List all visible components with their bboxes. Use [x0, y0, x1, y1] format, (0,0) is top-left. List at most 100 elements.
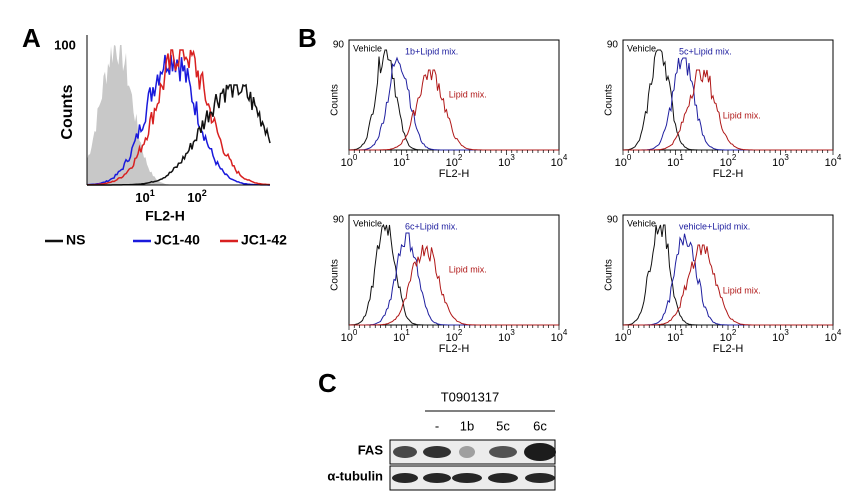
curve-label: Vehicle	[353, 218, 382, 228]
text-part: 4	[837, 328, 842, 337]
text-part: 0	[627, 328, 632, 337]
y-tick-label: 90	[607, 215, 619, 226]
text-part: 10	[720, 332, 732, 344]
text-part: 10	[615, 157, 627, 169]
curve-label: Lipid mix.	[449, 89, 487, 99]
y-axis-label: Counts	[330, 84, 341, 116]
blot-band	[525, 473, 555, 483]
text-part: 10	[393, 157, 405, 169]
x-tick-label: 103	[498, 153, 515, 169]
text-part: 1	[679, 153, 684, 162]
x-tick-label: 101	[393, 153, 410, 169]
x-tick-label: 100	[615, 153, 632, 169]
x-tick-label: 101	[667, 153, 684, 169]
text-part: 0	[627, 153, 632, 162]
lane-label: 6c	[533, 418, 547, 433]
text-part: 10	[341, 332, 353, 344]
legend-label: NS	[66, 232, 85, 248]
text-part: 10	[667, 157, 679, 169]
curve-label: Lipid mix.	[449, 264, 487, 274]
x-axis-label: FL2-H	[713, 168, 744, 180]
histogram-fill	[87, 45, 200, 185]
x-tick-label: 102	[720, 153, 737, 169]
x-axis-label: FL2-H	[713, 343, 744, 355]
lane-label: -	[435, 418, 439, 433]
text-part: 2	[732, 153, 737, 162]
x-tick-label: 104	[551, 153, 568, 169]
blot-band	[488, 473, 518, 483]
row-label: α-tubulin	[327, 468, 383, 483]
x-axis-label: FL2-H	[439, 168, 470, 180]
x-tick-label: 103	[498, 328, 515, 344]
text-part: 0	[353, 153, 358, 162]
curve-label: Vehicle	[627, 218, 656, 228]
blot-band	[423, 473, 451, 483]
text-part: 10	[720, 157, 732, 169]
text-part: 10	[772, 157, 784, 169]
text-part: 10	[446, 157, 458, 169]
y-tick-label: 100	[54, 37, 76, 52]
text-part: 10	[667, 332, 679, 344]
y-axis-label: Counts	[59, 84, 76, 139]
curve-label: 6c+Lipid mix.	[405, 221, 458, 231]
curve-label: Lipid mix.	[723, 285, 761, 295]
y-axis-label: Counts	[604, 84, 615, 116]
text-part: 10	[498, 332, 510, 344]
lane-label: 5c	[496, 418, 510, 433]
x-tick-label: 101	[393, 328, 410, 344]
panel-label: A	[22, 23, 41, 53]
histogram-line	[349, 244, 559, 326]
blot-band	[423, 446, 451, 458]
text-part: 3	[784, 328, 789, 337]
text-part: 1	[405, 153, 410, 162]
x-tick-label: 102	[446, 153, 463, 169]
panel-label: C	[318, 368, 337, 398]
curve-label: vehicle+Lipid mix.	[679, 221, 750, 231]
text-part: 4	[563, 328, 568, 337]
text-part: 3	[784, 153, 789, 162]
legend-label: JC1-40	[154, 232, 200, 248]
x-axis-label: FL2-H	[439, 343, 470, 355]
text-part: 10	[615, 332, 627, 344]
curve-label: Vehicle	[627, 43, 656, 53]
blot-band	[392, 473, 418, 483]
blot-band	[393, 446, 417, 458]
text-part: 10	[498, 157, 510, 169]
x-tick-label: 103	[772, 153, 789, 169]
curve-label: Lipid mix.	[723, 110, 761, 120]
x-tick-label: 100	[341, 328, 358, 344]
x-tick-label: 101	[135, 188, 154, 205]
row-label: FAS	[358, 442, 384, 457]
text-part: 10	[393, 332, 405, 344]
blot-band	[524, 443, 556, 461]
text-part: 10	[187, 190, 201, 205]
y-tick-label: 90	[607, 40, 619, 51]
text-part: 2	[732, 328, 737, 337]
x-tick-label: 101	[667, 328, 684, 344]
text-part: 4	[563, 153, 568, 162]
text-part: 10	[341, 157, 353, 169]
histogram-line	[86, 49, 271, 186]
blot-band	[489, 446, 517, 458]
y-axis-label: Counts	[330, 259, 341, 291]
text-part: 10	[135, 190, 149, 205]
histogram-line	[623, 244, 833, 326]
x-tick-label: 104	[825, 153, 842, 169]
text-part: 3	[510, 328, 515, 337]
text-part: 10	[446, 332, 458, 344]
x-tick-label: 102	[720, 328, 737, 344]
treatment-label: T0901317	[441, 389, 500, 404]
text-part: 1	[679, 328, 684, 337]
text-part: 1	[405, 328, 410, 337]
blot-band	[459, 446, 475, 458]
text-part: 10	[825, 157, 837, 169]
blot-band	[452, 473, 482, 483]
text-part: 0	[353, 328, 358, 337]
text-part: 1	[150, 188, 155, 198]
lane-label: 1b	[460, 418, 474, 433]
x-tick-label: 100	[341, 153, 358, 169]
x-tick-label: 103	[772, 328, 789, 344]
y-tick-label: 90	[333, 40, 345, 51]
